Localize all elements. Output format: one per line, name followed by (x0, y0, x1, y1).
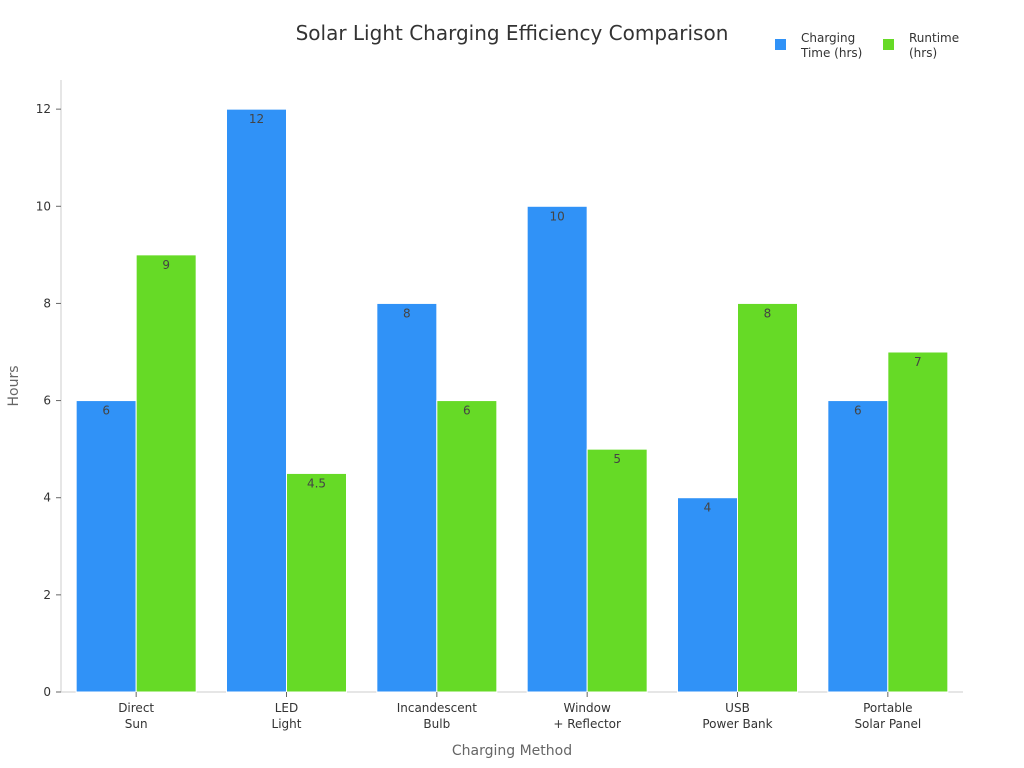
x-tick-label: Window + Reflector (553, 701, 621, 731)
data-label: 6 (102, 404, 110, 418)
bar-series-2-1 (286, 472, 347, 693)
bar-series-2-4 (737, 302, 798, 693)
bars (75, 108, 949, 693)
bar-series-2-5 (887, 351, 949, 693)
data-label: 9 (162, 258, 170, 272)
bar-series-1-4 (677, 497, 738, 693)
y-tick-label: 8 (43, 296, 51, 310)
y-tick-label: 12 (36, 102, 51, 116)
x-tick-label: LED Light (272, 701, 302, 731)
legend-label-1: Charging Time (hrs) (800, 31, 862, 60)
y-axis-ticks: 0 2 4 6 8 10 12 (36, 102, 61, 699)
data-label: 7 (914, 355, 922, 369)
data-label: 4.5 (307, 476, 326, 490)
y-tick-label: 6 (43, 394, 51, 408)
x-tick-label: Direct Sun (118, 701, 154, 731)
bar-series-1-5 (827, 400, 889, 693)
bar-series-2-3 (586, 448, 648, 693)
x-tick-label: Portable Solar Panel (854, 701, 921, 731)
bar-series-1-3 (526, 205, 588, 693)
data-labels: 6 9 12 4.5 8 6 10 5 4 8 6 7 (102, 112, 921, 515)
x-axis-ticks: Direct Sun LED Light Incandescent Bulb Window +… (118, 692, 921, 731)
chart-title: Solar Light Charging Efficiency Comparis… (296, 21, 729, 45)
bar-series-2-2 (436, 400, 498, 693)
x-tick-label: Incandescent Bulb (397, 701, 478, 731)
y-tick-label: 2 (43, 588, 51, 602)
data-label: 10 (550, 209, 565, 223)
legend: Charging Time (hrs) Runtime (hrs) (775, 31, 959, 60)
data-label: 5 (613, 452, 621, 466)
data-label: 6 (463, 404, 471, 418)
y-tick-label: 0 (43, 685, 51, 699)
legend-swatch-1 (775, 39, 786, 50)
bar-series-1-0 (75, 400, 137, 693)
data-label: 6 (854, 404, 862, 418)
bar-series-2-0 (135, 254, 197, 693)
data-label: 8 (764, 306, 772, 320)
bar-series-1-1 (226, 108, 287, 693)
legend-swatch-2 (883, 39, 894, 50)
data-label: 12 (249, 112, 264, 126)
y-tick-label: 10 (36, 199, 51, 213)
y-axis-title: Hours (6, 365, 22, 406)
x-axis-title: Charging Method (452, 743, 572, 759)
data-label: 8 (403, 306, 411, 320)
data-label: 4 (704, 501, 712, 515)
bar-series-1-2 (376, 302, 438, 693)
legend-label-2: Runtime (hrs) (909, 31, 959, 60)
x-tick-label: USB Power Bank (702, 701, 772, 731)
y-tick-label: 4 (43, 491, 51, 505)
